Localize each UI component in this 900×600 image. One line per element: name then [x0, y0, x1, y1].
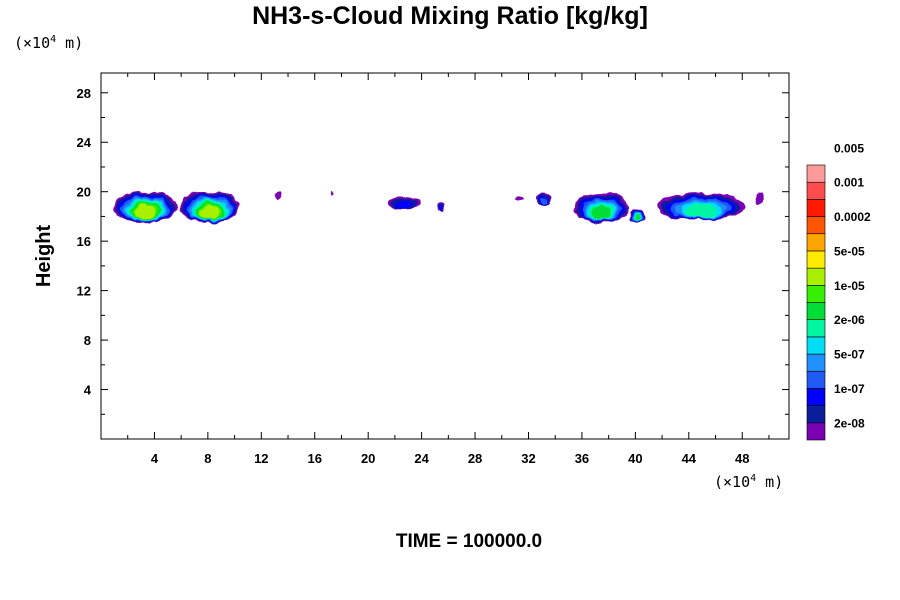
time-label: TIME = 100000.0	[395, 531, 543, 552]
colorbar-swatch	[806, 233, 826, 252]
cloud-contour-level	[755, 192, 764, 205]
cloud-patch	[656, 192, 745, 221]
colorbar-swatch	[806, 405, 826, 424]
x-tick-label: 4	[151, 451, 159, 466]
cloud-contour-level	[685, 204, 717, 218]
x-tick-label: 40	[628, 451, 642, 466]
colorbar: 2e-08 1e-07 5e-07 2e-06 1e-05 5e-05 0.0002 0.00…	[806, 141, 871, 441]
colorbar-swatch	[806, 164, 826, 183]
y-scale-label: (×104 m)	[14, 34, 83, 52]
cloud-patch	[388, 196, 421, 210]
colorbar-swatch	[806, 267, 826, 286]
cloud-field	[113, 191, 764, 223]
y-tick-label: 4	[84, 383, 92, 398]
cloud-patch	[515, 195, 524, 201]
y-scale-suffix: m)	[56, 34, 84, 52]
cloud-patch	[536, 194, 552, 207]
colorbar-label: 1e-07	[834, 382, 865, 396]
colorbar-swatch	[806, 250, 826, 269]
colorbar-label: 2e-06	[834, 313, 865, 327]
cloud-contour-level	[633, 214, 640, 222]
cloud-contour-level	[276, 192, 282, 201]
cloud-contour-level	[540, 198, 548, 206]
cloud-contour-level	[134, 205, 156, 220]
chart-title: NH3-s-Cloud Mixing Ratio [kg/kg]	[252, 2, 648, 30]
x-tick-label: 44	[682, 451, 697, 466]
cloud-patch	[573, 192, 629, 223]
x-tick-label: 32	[521, 451, 535, 466]
y-tick-label: 8	[84, 333, 91, 348]
colorbar-label: 1e-05	[834, 279, 865, 293]
cloud-contour-level	[200, 205, 220, 220]
x-scale-label: (×104 m)	[714, 473, 783, 491]
colorbar-swatch	[806, 388, 826, 406]
cloud-contour-level	[438, 204, 444, 211]
cloud-contour-level	[591, 205, 611, 220]
x-tick-label: 36	[575, 451, 589, 466]
y-tick-label: 12	[77, 284, 91, 299]
colorbar-label: 5e-07	[834, 348, 865, 362]
plot-frame	[100, 72, 790, 440]
colorbar-label: 5e-05	[834, 244, 865, 258]
x-tick-label: 24	[414, 451, 429, 466]
colorbar-swatch	[806, 370, 826, 389]
cloud-patch	[276, 192, 282, 201]
y-tick-label: 20	[77, 185, 91, 200]
colorbar-label: 0.0002	[834, 210, 871, 224]
x-scale-prefix: (×10	[714, 473, 751, 491]
x-tick-label: 16	[308, 451, 322, 466]
cloud-contour-level	[515, 195, 524, 201]
y-tick-label: 16	[77, 234, 91, 249]
colorbar-swatch	[806, 285, 826, 303]
cloud-patch	[113, 191, 178, 223]
cloud-patch	[628, 209, 645, 223]
cloud-patch	[329, 191, 333, 197]
cloud-patch	[436, 201, 446, 212]
colorbar-label: 0.001	[834, 176, 864, 190]
x-tick-label: 12	[254, 451, 268, 466]
x-tick-label: 20	[361, 451, 375, 466]
x-tick-label: 48	[735, 451, 749, 466]
colorbar-swatch	[806, 336, 826, 355]
colorbar-swatch	[806, 181, 826, 200]
y-axis-label: Height	[33, 225, 55, 288]
y-tick-label: 24	[77, 135, 92, 150]
colorbar-swatch	[806, 422, 826, 441]
colorbar-swatch	[806, 216, 826, 235]
colorbar-swatch	[806, 199, 826, 217]
colorbar-swatch	[806, 302, 826, 320]
colorbar-swatch	[806, 353, 826, 372]
cloud-patch	[179, 191, 240, 223]
colorbar-label: 2e-08	[834, 416, 865, 430]
cloud-contour-level	[396, 200, 413, 209]
x-scale-exponent: 4	[750, 473, 757, 484]
x-tick-label: 28	[468, 451, 482, 466]
y-tick-label: 28	[77, 86, 91, 101]
colorbar-label: 0.005	[834, 141, 864, 155]
cloud-contour-level	[329, 191, 333, 197]
y-scale-prefix: (×10	[14, 34, 51, 52]
x-scale-suffix: m)	[756, 473, 784, 491]
colorbar-swatch	[806, 319, 826, 338]
cloud-patch	[755, 192, 764, 205]
y-scale-exponent: 4	[50, 34, 57, 45]
x-tick-label: 8	[204, 451, 211, 466]
